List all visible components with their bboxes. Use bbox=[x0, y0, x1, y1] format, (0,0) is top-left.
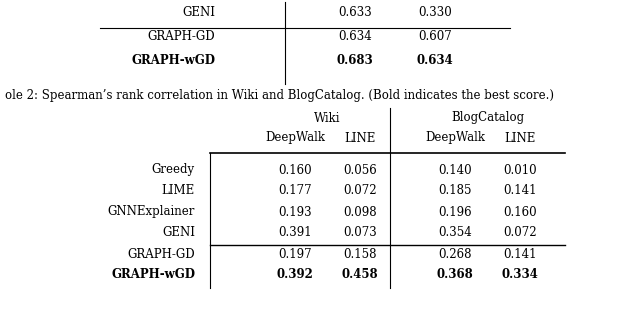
Text: 0.330: 0.330 bbox=[418, 5, 452, 19]
Text: 0.177: 0.177 bbox=[278, 185, 312, 197]
Text: 0.010: 0.010 bbox=[503, 164, 537, 177]
Text: GRAPH-GD: GRAPH-GD bbox=[127, 247, 195, 260]
Text: Wiki: Wiki bbox=[314, 111, 340, 124]
Text: 0.141: 0.141 bbox=[503, 247, 537, 260]
Text: 0.160: 0.160 bbox=[278, 164, 312, 177]
Text: GRAPH-wGD: GRAPH-wGD bbox=[111, 268, 195, 282]
Text: 0.634: 0.634 bbox=[417, 53, 453, 67]
Text: 0.458: 0.458 bbox=[342, 268, 378, 282]
Text: 0.634: 0.634 bbox=[338, 29, 372, 43]
Text: 0.633: 0.633 bbox=[338, 5, 372, 19]
Text: 0.197: 0.197 bbox=[278, 247, 312, 260]
Text: LINE: LINE bbox=[344, 132, 376, 145]
Text: 0.196: 0.196 bbox=[438, 205, 472, 219]
Text: 0.683: 0.683 bbox=[337, 53, 373, 67]
Text: LIME: LIME bbox=[162, 185, 195, 197]
Text: 0.098: 0.098 bbox=[343, 205, 377, 219]
Text: GENI: GENI bbox=[182, 5, 215, 19]
Text: 0.158: 0.158 bbox=[343, 247, 377, 260]
Text: 0.160: 0.160 bbox=[503, 205, 537, 219]
Text: 0.607: 0.607 bbox=[418, 29, 452, 43]
Text: 0.141: 0.141 bbox=[503, 185, 537, 197]
Text: 0.073: 0.073 bbox=[343, 227, 377, 239]
Text: 0.140: 0.140 bbox=[438, 164, 472, 177]
Text: 0.391: 0.391 bbox=[278, 227, 312, 239]
Text: 0.334: 0.334 bbox=[502, 268, 538, 282]
Text: ole 2: Spearman’s rank correlation in Wiki and BlogCatalog. (Bold indicates the : ole 2: Spearman’s rank correlation in Wi… bbox=[5, 89, 554, 101]
Text: GNNExplainer: GNNExplainer bbox=[108, 205, 195, 219]
Text: 0.072: 0.072 bbox=[503, 227, 537, 239]
Text: 0.072: 0.072 bbox=[343, 185, 377, 197]
Text: 0.185: 0.185 bbox=[438, 185, 472, 197]
Text: 0.354: 0.354 bbox=[438, 227, 472, 239]
Text: GENI: GENI bbox=[162, 227, 195, 239]
Text: 0.193: 0.193 bbox=[278, 205, 312, 219]
Text: GRAPH-wGD: GRAPH-wGD bbox=[131, 53, 215, 67]
Text: 0.392: 0.392 bbox=[276, 268, 314, 282]
Text: DeepWalk: DeepWalk bbox=[425, 132, 485, 145]
Text: GRAPH-GD: GRAPH-GD bbox=[147, 29, 215, 43]
Text: 0.056: 0.056 bbox=[343, 164, 377, 177]
Text: BlogCatalog: BlogCatalog bbox=[451, 111, 524, 124]
Text: LINE: LINE bbox=[504, 132, 536, 145]
Text: 0.368: 0.368 bbox=[436, 268, 474, 282]
Text: DeepWalk: DeepWalk bbox=[265, 132, 325, 145]
Text: Greedy: Greedy bbox=[152, 164, 195, 177]
Text: 0.268: 0.268 bbox=[438, 247, 472, 260]
